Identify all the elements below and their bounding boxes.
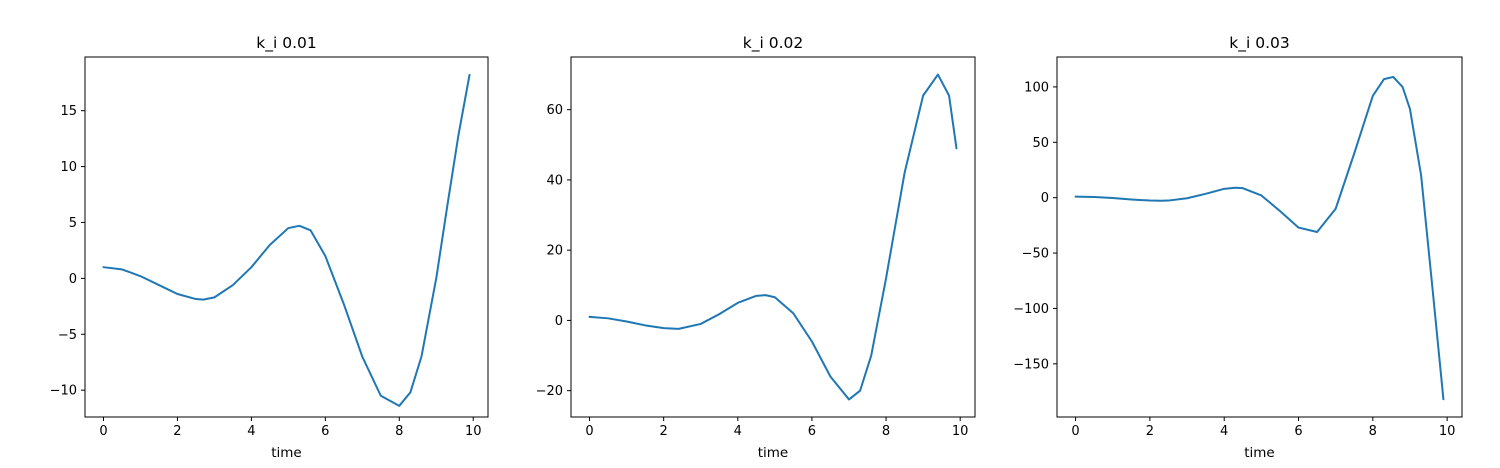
- x-tick-label: 2: [173, 424, 181, 439]
- series-line: [1074, 75, 1445, 401]
- y-tick-label: 0: [69, 272, 77, 287]
- series-line: [102, 73, 471, 407]
- x-tick-label: 10: [952, 424, 969, 439]
- x-tick-label: 6: [808, 424, 816, 439]
- x-tick-label: 8: [882, 424, 890, 439]
- y-tick-label: 15: [60, 104, 77, 119]
- x-tick-label: 6: [1294, 424, 1302, 439]
- y-tick-label: −5: [58, 328, 77, 343]
- x-tick-label: 0: [1071, 424, 1079, 439]
- subplot-title: k_i 0.01: [256, 34, 316, 53]
- subplot-ki-0-02: k_i 0.02 time 0 2 4 6 8 10 −20 0 20 40 60: [536, 34, 976, 461]
- y-tick-label: 5: [69, 216, 77, 231]
- x-tick-label: 8: [1369, 424, 1377, 439]
- axes-frame: [84, 56, 489, 418]
- y-tick-label: −150: [1013, 357, 1049, 372]
- x-tick-label: 10: [465, 424, 482, 439]
- x-axis-label: time: [758, 445, 789, 461]
- y-tick-label: 20: [546, 244, 563, 259]
- x-tick-label: 8: [395, 424, 403, 439]
- y-tick-label: −100: [1013, 302, 1049, 317]
- x-tick-label: 2: [1146, 424, 1154, 439]
- subplot-title: k_i 0.02: [743, 34, 803, 53]
- x-tick-label: 6: [321, 424, 329, 439]
- x-tick-label: 4: [247, 424, 255, 439]
- y-tick-label: 0: [1041, 191, 1049, 206]
- series-line: [588, 73, 958, 401]
- y-tick-label: 100: [1024, 80, 1049, 95]
- x-tick-label: 10: [1439, 424, 1456, 439]
- x-tick-label: 0: [99, 424, 107, 439]
- axes-frame: [1056, 56, 1463, 418]
- y-tick-label: −10: [50, 384, 77, 399]
- y-tick-label: 50: [1032, 136, 1049, 151]
- x-tick-label: 4: [1220, 424, 1228, 439]
- subplot-title: k_i 0.03: [1229, 34, 1289, 53]
- y-tick-label: 10: [60, 160, 77, 175]
- y-tick-label: −50: [1022, 247, 1049, 262]
- subplot-ki-0-03: k_i 0.03 time 0 2 4 6 8 10 −150 −100 −50 0 50 100: [1013, 34, 1463, 461]
- x-tick-label: 2: [660, 424, 668, 439]
- x-axis-label: time: [271, 445, 302, 461]
- x-tick-label: 4: [734, 424, 742, 439]
- axes-frame: [570, 56, 976, 418]
- x-axis-label: time: [1244, 445, 1275, 461]
- y-tick-label: 40: [546, 173, 563, 188]
- y-tick-label: −20: [536, 384, 563, 399]
- y-tick-label: 60: [546, 103, 563, 118]
- y-tick-label: 0: [555, 314, 563, 329]
- x-tick-label: 0: [585, 424, 593, 439]
- subplot-ki-0-01: k_i 0.01 time 0 2 4 6 8 10 −10 −5 0 5 10 15: [50, 34, 489, 461]
